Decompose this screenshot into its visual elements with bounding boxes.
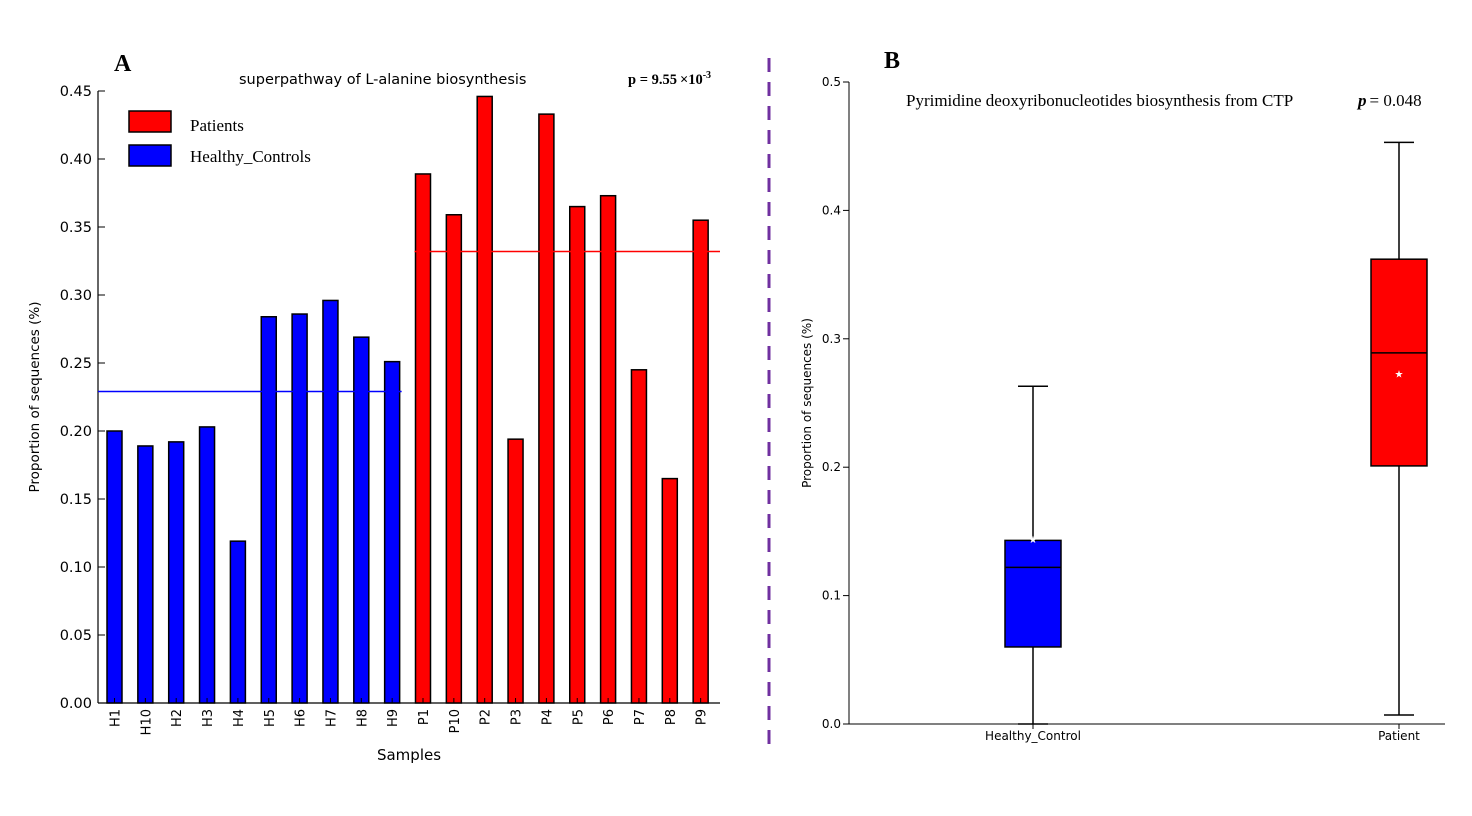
bar-chart-legend: Patients Healthy_Controls [128, 110, 311, 167]
box-chart: Pyrimidine deoxyribonucleotides biosynth… [800, 75, 1445, 743]
y-tick-label: 0.10 [60, 560, 92, 576]
y-tick-label: 0.5 [822, 75, 841, 89]
x-tick-label: H9 [386, 709, 401, 727]
bar [476, 95, 493, 704]
mean-marker: ★ [1395, 369, 1404, 380]
legend-swatch-healthy [128, 144, 172, 167]
bar-chart-group-means [98, 250, 720, 393]
bar [661, 477, 679, 704]
x-tick-label: H3 [201, 709, 216, 727]
legend-label-healthy: Healthy_Controls [190, 147, 311, 166]
box-chart-p-symbol: p [1356, 91, 1367, 110]
bar [507, 438, 524, 704]
bar [630, 369, 648, 704]
bar-chart-title: superpathway of L-alanine biosynthesis [239, 72, 526, 88]
bar-chart-y-ticks: 0.00 0.05 0.10 0.15 0.20 0.25 0.30 0.35 0.40 0.45 [60, 84, 105, 712]
x-tick-label: P6 [602, 709, 617, 725]
y-tick-label: 0.45 [60, 84, 92, 100]
x-tick-label: H2 [170, 709, 185, 727]
y-tick-label: 0.1 [822, 589, 841, 603]
x-tick-label: P9 [695, 709, 710, 725]
bar [106, 430, 123, 704]
bar [260, 316, 277, 704]
box-chart-boxes: ★★ [1004, 141, 1428, 725]
x-tick-label: P7 [633, 709, 648, 725]
bar [599, 194, 617, 704]
y-tick-label: 0.15 [60, 492, 92, 508]
bar-chart-y-label: Proportion of sequences (%) [27, 302, 43, 493]
x-tick-label: H10 [139, 709, 154, 735]
y-tick-label: 0.40 [60, 152, 92, 168]
bar-chart: superpathway of L-alanine biosynthesis p… [27, 70, 720, 764]
bar [198, 426, 216, 704]
bar [445, 214, 463, 704]
bar [538, 113, 555, 704]
x-tick-label: P3 [510, 709, 525, 725]
bar [167, 441, 185, 704]
y-tick-label: 0.25 [60, 356, 92, 372]
y-tick-label: 0.0 [822, 717, 841, 731]
x-tick-label: H1 [109, 709, 124, 727]
box-chart-y-ticks: 0.0 0.1 0.2 0.3 0.4 0.5 [822, 75, 849, 731]
y-tick-label: 0.4 [822, 203, 841, 217]
box-chart-x-ticks: Healthy_Control Patient [985, 724, 1420, 743]
bar-chart-p-main: p = 9.55 [628, 72, 677, 88]
bar-chart-x-label: Samples [377, 746, 441, 764]
legend-label-patients: Patients [190, 116, 244, 135]
y-tick-label: 0.05 [60, 628, 92, 644]
x-tick-label: H7 [324, 709, 339, 727]
x-tick-label: H6 [294, 709, 309, 727]
bar-chart-p-exp: -3 [703, 70, 711, 81]
x-tick-label: P1 [417, 709, 432, 725]
bar-chart-p-base: 10 [688, 72, 703, 88]
y-tick-label: 0.35 [60, 220, 92, 236]
x-tick-label: P4 [540, 709, 555, 725]
box-chart-title: Pyrimidine deoxyribonucleotides biosynth… [906, 91, 1293, 110]
x-tick-label: H4 [232, 709, 247, 727]
x-tick-label: Patient [1378, 729, 1420, 743]
y-tick-label: 0.3 [822, 332, 841, 346]
x-tick-label: P5 [571, 709, 586, 725]
bar [383, 360, 401, 704]
panel-a-letter: A [114, 51, 132, 77]
x-tick-label: P8 [664, 709, 679, 725]
bar-chart-p-value: p = 9.55 ×10-3 [628, 70, 711, 88]
box-chart-p-value: p = 0.048 [1356, 91, 1422, 110]
x-tick-label: P2 [479, 709, 494, 725]
box-chart-y-label: Proportion of sequences (%) [800, 318, 814, 488]
box [1370, 258, 1428, 467]
x-tick-label: Healthy_Control [985, 729, 1081, 743]
x-tick-label: H8 [355, 709, 370, 727]
bar [137, 445, 154, 704]
box [1004, 539, 1062, 648]
x-tick-label: H5 [263, 709, 278, 727]
legend-swatch-patients [128, 110, 172, 133]
bar [569, 205, 586, 704]
bar [692, 219, 709, 704]
y-tick-label: 0.00 [60, 696, 92, 712]
panel-b-letter: B [884, 48, 900, 74]
x-tick-label: P10 [448, 709, 463, 733]
bar-chart-bars [106, 95, 709, 704]
bar-chart-x-ticks: H1 H10 H2 H3 H4 H5 H6 H7 H8 H9 P1 P10 P2 P3 P4 P5 P6 P7 P8… [109, 698, 710, 735]
mean-marker: ★ [1029, 535, 1038, 546]
box-chart-p-number: = 0.048 [1370, 91, 1422, 110]
bar [322, 299, 339, 704]
y-tick-label: 0.30 [60, 288, 92, 304]
bar [414, 173, 432, 704]
bar-chart-p-times: × [680, 72, 688, 88]
y-tick-label: 0.20 [60, 424, 92, 440]
bar [291, 313, 308, 704]
y-tick-label: 0.2 [822, 460, 841, 474]
bar [229, 540, 247, 704]
